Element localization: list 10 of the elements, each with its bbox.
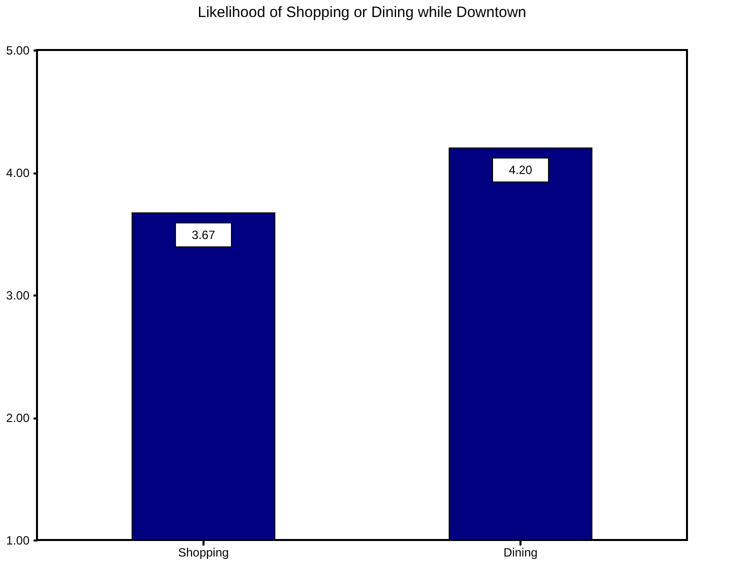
y-tick-label: 4.00 <box>6 166 30 180</box>
y-tick-label: 1.00 <box>6 534 30 548</box>
x-tick-label: Dining <box>504 546 538 560</box>
data-label: 3.67 <box>192 228 216 242</box>
y-tick-label: 3.00 <box>6 288 30 302</box>
x-tick-label: Shopping <box>178 546 229 560</box>
chart-title: Likelihood of Shopping or Dining while Downtown <box>198 4 526 21</box>
y-tick-label: 2.00 <box>6 411 30 425</box>
y-tick-label: 5.00 <box>6 44 30 58</box>
data-label: 4.20 <box>508 163 533 177</box>
